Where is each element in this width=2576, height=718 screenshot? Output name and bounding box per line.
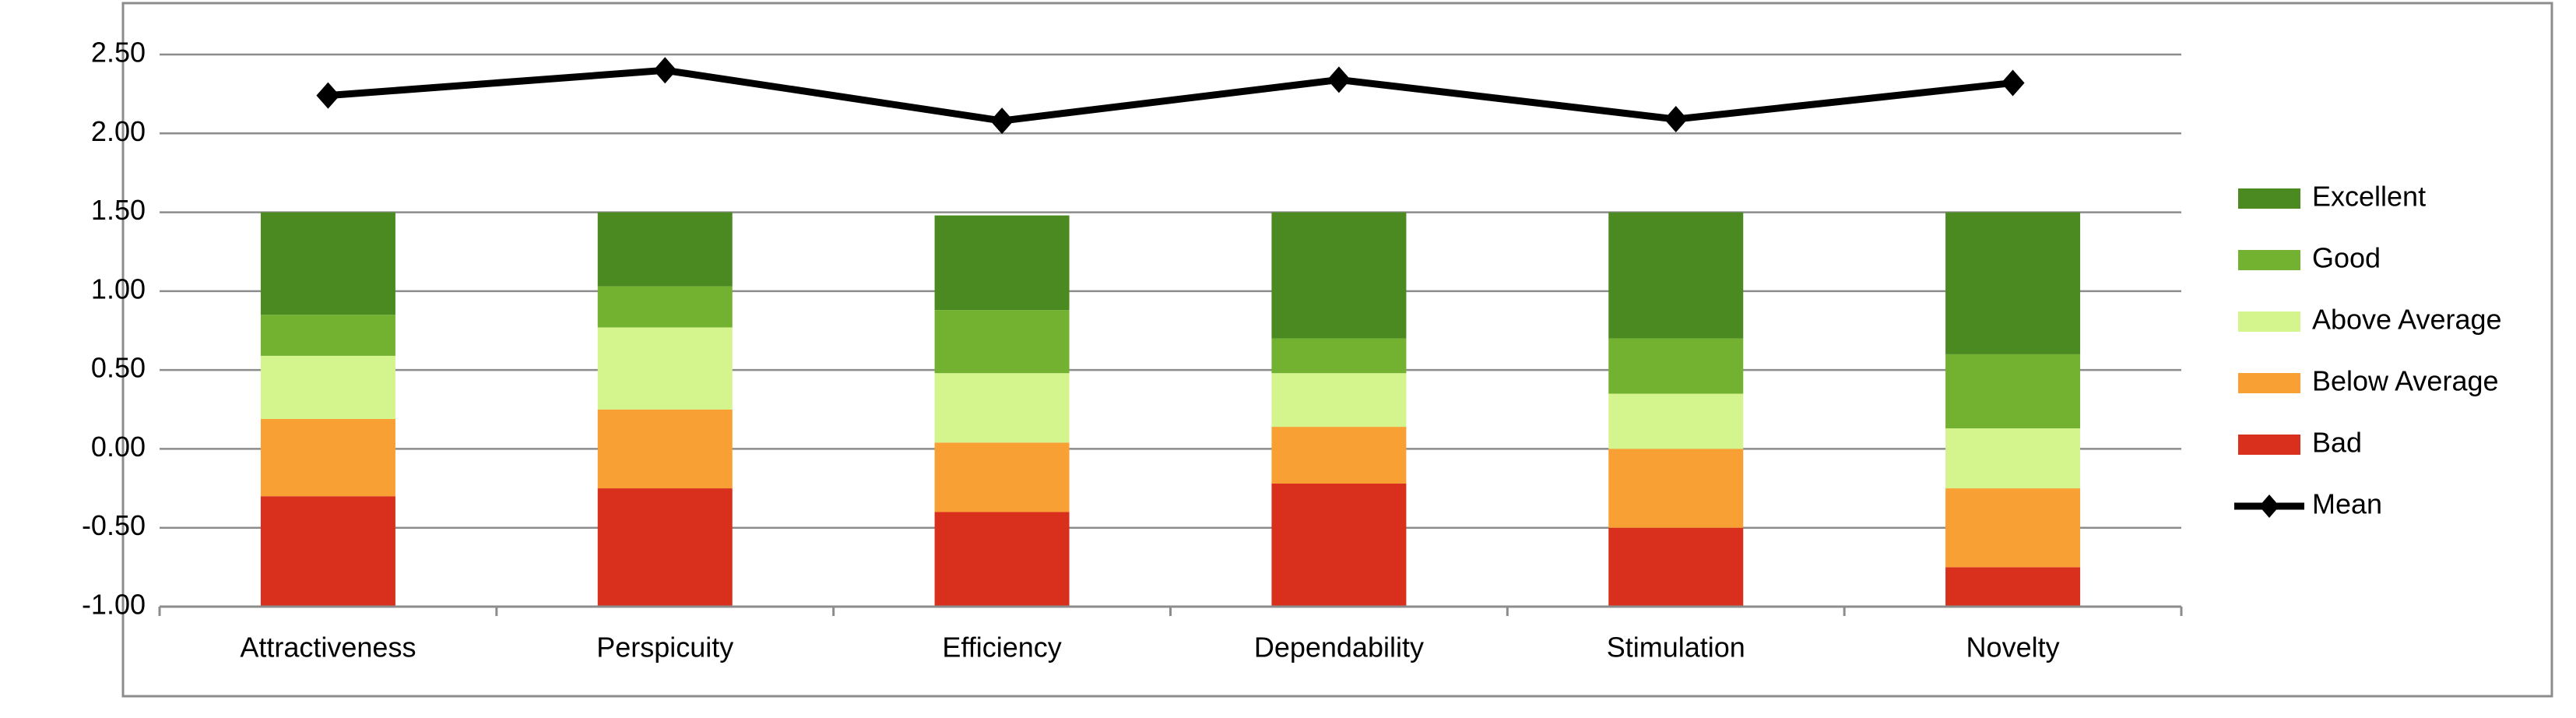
bar-segment (1608, 393, 1744, 449)
legend-swatch (2238, 435, 2300, 455)
bar-segment (597, 488, 733, 607)
bar-segment (934, 373, 1070, 443)
bar-segment (260, 355, 395, 419)
bar-segment (260, 212, 395, 315)
bar-segment (597, 286, 733, 328)
bar-segment (597, 327, 733, 410)
x-tick-label: Novelty (1966, 632, 2060, 663)
y-tick-label: 2.50 (91, 37, 146, 69)
legend-label: Excellent (2312, 181, 2426, 213)
bar-segment (260, 418, 395, 497)
bar-segment (934, 310, 1070, 374)
x-tick-label: Efficiency (942, 632, 1061, 663)
bar-segment (934, 512, 1070, 607)
bar-segment (1608, 449, 1744, 528)
bar-segment (1271, 338, 1407, 374)
legend-label: Mean (2312, 488, 2382, 520)
bar-segment (1945, 488, 2081, 568)
mean-marker (316, 82, 340, 109)
mean-marker (990, 107, 1014, 135)
bar-segment (597, 409, 733, 489)
y-tick-label: -1.00 (82, 589, 146, 621)
bar-segment (1271, 212, 1407, 339)
bar-segment (1271, 483, 1407, 607)
bar-segment (1945, 354, 2081, 429)
x-tick-label: Dependability (1254, 632, 1424, 663)
y-tick-label: -0.50 (82, 509, 146, 541)
bar-segment (597, 212, 733, 287)
y-tick-label: 2.00 (91, 115, 146, 147)
bar-segment (1945, 567, 2081, 607)
bar-segment (260, 496, 395, 607)
bar-segment (1945, 428, 2081, 489)
legend-swatch (2238, 188, 2300, 209)
legend-label: Good (2312, 242, 2381, 274)
mean-marker (2001, 69, 2025, 97)
bar-segment (934, 215, 1070, 311)
mean-marker (1327, 66, 1351, 93)
x-tick-label: Attractiveness (240, 632, 416, 663)
mean-line (328, 66, 2014, 125)
x-tick-label: Stimulation (1607, 632, 1745, 663)
y-tick-label: 0.50 (91, 352, 146, 384)
legend-swatch (2238, 373, 2300, 393)
legend-swatch (2238, 250, 2300, 270)
mean-marker (653, 57, 677, 84)
legend-label: Below Average (2312, 365, 2499, 397)
x-tick-label: Perspicuity (596, 632, 733, 663)
bar-segment (1608, 338, 1744, 394)
legend-label: Above Average (2312, 304, 2502, 336)
y-tick-label: 1.50 (91, 194, 146, 226)
bar-segment (1608, 212, 1744, 339)
bar-segment (1271, 427, 1407, 484)
bar-segment (260, 315, 395, 356)
legend-label: Bad (2312, 427, 2362, 459)
mean-marker (1664, 106, 1688, 133)
y-tick-label: 0.00 (91, 431, 146, 463)
legend-marker (2259, 495, 2279, 518)
chart-border (121, 2, 2553, 698)
bar-segment (1608, 527, 1744, 607)
legend-swatch (2238, 311, 2300, 332)
bar-segment (1945, 212, 2081, 354)
bar-segment (934, 442, 1070, 512)
y-tick-label: 1.00 (91, 273, 146, 304)
bar-segment (1271, 373, 1407, 428)
